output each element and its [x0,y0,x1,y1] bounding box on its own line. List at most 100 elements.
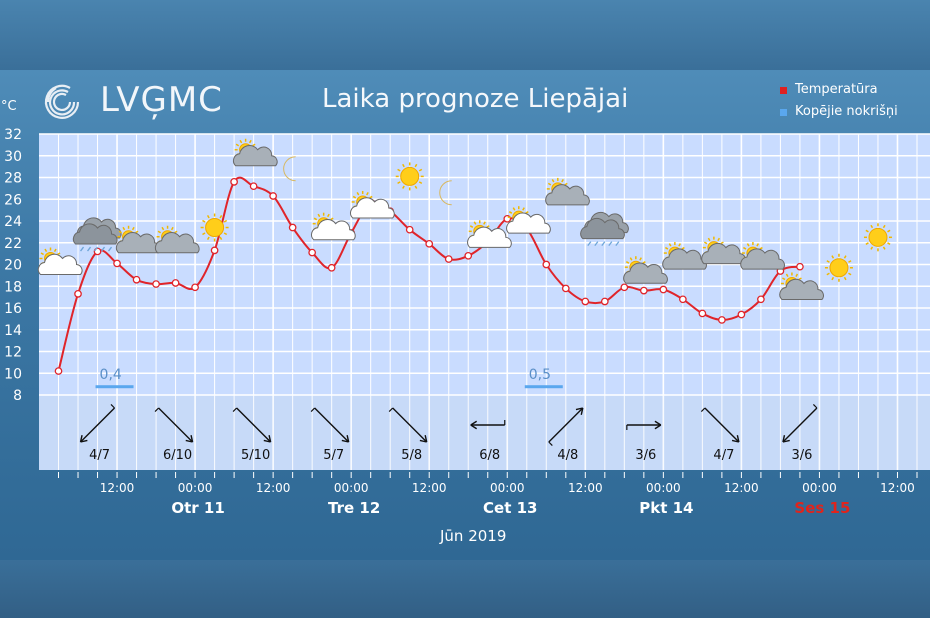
sun-icon [200,213,229,242]
x-tick-label: 00:00 [646,481,681,495]
wind-arrow-icon [782,404,818,443]
sun-icon [863,223,892,252]
temperature-point [757,295,765,304]
y-tick-label: 16 [4,301,22,317]
top-band [0,0,930,70]
temperature-point [113,259,121,268]
legend-label-temperature: Temperatūra [795,82,878,97]
temperature-point [464,251,473,260]
rain-cloud-icon [72,217,122,252]
legend-label-precipitation: Kopējie nokrišņi [795,104,898,119]
wind-label: 6/10 [163,448,192,463]
wind-arrow-icon [700,407,740,443]
temperature-point [561,284,570,293]
wind-label: 4/8 [557,448,578,463]
temperature-point [54,367,63,375]
x-tick-label: 00:00 [802,481,837,495]
wind-label: 3/6 [635,448,656,463]
wind-arrow-icon [548,407,584,446]
cloudy-sun-icon [232,138,278,167]
y-tick-label: 28 [4,171,22,187]
temperature-point [425,239,434,248]
cloudy-sun-icon [779,272,824,301]
y-axis-unit: °C [1,99,17,114]
sun-icon [395,162,424,191]
temperature-point [74,290,82,298]
rain-cloud-icon [580,211,629,247]
temperature-point [405,225,414,234]
precipitation-bar [95,385,134,389]
temperature-point [620,283,629,292]
temperature-point [288,223,297,232]
y-tick-label: 26 [4,192,22,208]
wind-label: 4/7 [89,448,110,463]
wind-arrow-icon [310,407,350,443]
temperature-point [152,280,160,288]
y-tick-label: 22 [4,236,22,252]
temperature-point [210,246,219,255]
wind-label: 5/10 [241,448,270,463]
temperature-point [191,283,199,292]
precipitation-label: 0,4 [100,367,122,383]
wind-arrow-icon [232,407,272,443]
y-tick-label: 12 [4,345,22,361]
x-tick-label: 00:00 [178,481,213,495]
temperature-point [171,279,180,287]
temperature-point [444,255,453,263]
day-label: Cet 13 [483,499,537,517]
temperature-point [639,286,648,295]
y-tick-label: 20 [4,258,22,274]
temperature-point [327,263,336,272]
cloudy-sun-icon [701,236,746,265]
x-tick-label: 12:00 [724,481,759,495]
temperature-point [718,316,726,324]
x-tick-label: 12:00 [412,481,447,495]
cloudy-sun-icon [115,225,161,254]
precipitation-bar [524,385,563,389]
wind-label: 5/7 [323,448,344,463]
wind-label: 3/6 [791,448,812,463]
x-tick-label: 00:00 [490,481,525,495]
wind-arrow-icon [626,420,662,430]
day-label: Ses 15 [794,499,850,517]
temperature-point [308,248,317,257]
sun-shape [824,253,853,282]
day-label: Pkt 14 [639,499,693,517]
moon-icon [283,156,296,182]
partly-cloudy-icon [506,206,551,234]
temperature-point [600,297,609,306]
cloudy-sun-icon [545,177,590,206]
temperature-point [796,262,804,271]
partly-cloudy-icon [37,247,83,275]
sun-icon [824,253,853,282]
sun-shape [200,213,229,242]
temperature-point [132,275,141,284]
cloudy-sun-icon [623,256,668,284]
x-tick-label: 12:00 [256,481,291,495]
sun-shape [395,162,424,191]
cloudy-sun-icon [154,225,200,254]
y-tick-label: 14 [4,323,22,339]
cloudy-sun-icon [662,242,707,270]
day-label: Tre 12 [328,499,380,517]
wind-label: 6/8 [479,448,500,463]
cloudy-sun-icon [740,242,785,270]
wind-arrow-icon [388,407,428,443]
x-tick-label: 12:00 [880,481,915,495]
logo-text: LVĢMC [100,80,223,120]
y-tick-label: 30 [4,149,22,165]
temperature-point [581,297,590,306]
legend-swatch-temperature [780,86,787,94]
legend: Temperatūra Kopējie nokrišņi [780,79,898,123]
logo-emblem-icon [44,84,80,119]
y-tick-label: 32 [4,127,22,143]
temperature-point [230,178,238,186]
sun-shape [863,223,892,252]
legend-item-precipitation: Kopējie nokrišņi [780,101,898,123]
legend-swatch-precipitation [780,108,787,116]
temperature-point [249,182,258,191]
temperature-point [269,192,277,200]
temperature-point [698,309,707,318]
wind-arrow-icon [79,404,116,443]
